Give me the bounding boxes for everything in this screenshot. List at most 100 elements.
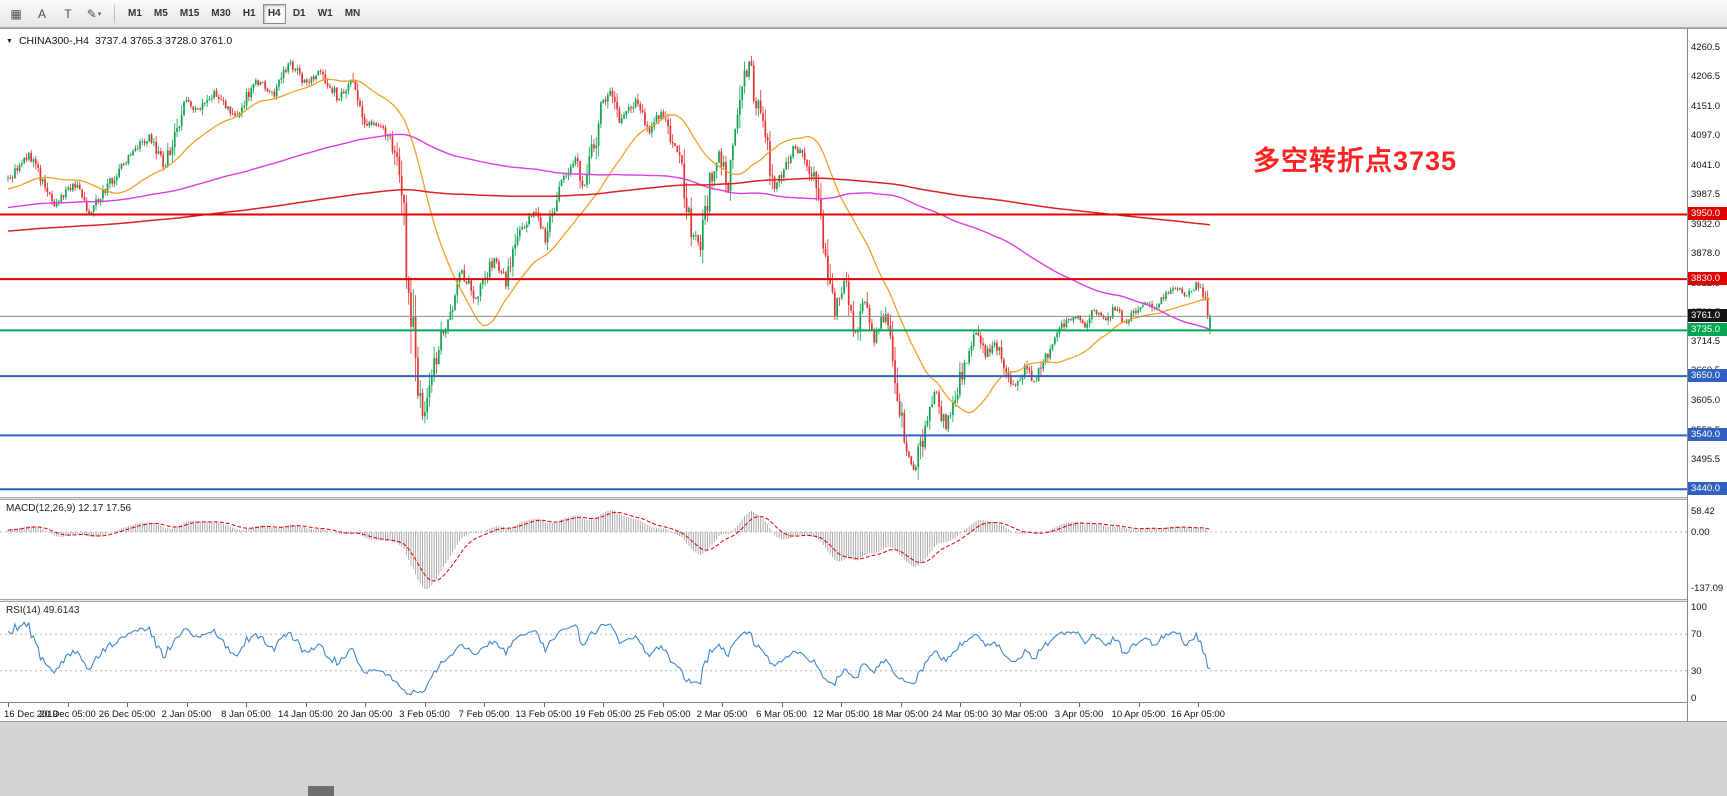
chart-annotation-text: 多空转折点3735 (1253, 146, 1458, 176)
time-tick (1138, 703, 1140, 707)
candle-bodies-down (9, 61, 1209, 470)
grid-tool-icon: ▦ (10, 6, 22, 21)
timeframe-button-mn[interactable]: MN (344, 8, 361, 19)
rsi-indicator-label: RSI(14) 49.6143 (6, 605, 80, 616)
price-tag-3735.0: 3735.0 (1688, 323, 1727, 337)
timeframe-button-d1[interactable]: D1 (292, 8, 306, 19)
time-tick (186, 703, 188, 707)
toolbar-grid-tool[interactable]: ▦ (4, 3, 28, 25)
time-tick (1019, 703, 1021, 707)
macd-panel-splitter[interactable] (0, 497, 1727, 500)
macd-axis-min: -137.09 (1691, 583, 1724, 594)
symbol-period-label: CHINA300-,H4 (18, 35, 89, 47)
time-axis-label: 2 Jan 05:00 (161, 709, 212, 720)
price-chart-canvas[interactable] (0, 29, 1687, 497)
time-axis-label: 6 Mar 05:00 (756, 709, 807, 720)
time-tick (1079, 703, 1080, 707)
price-axis-label: 3932.0 (1691, 219, 1721, 231)
price-axis-label: 3878.0 (1691, 248, 1721, 260)
toolbar-drawing-tools[interactable]: ✎ ▾ (82, 3, 106, 25)
time-tick (8, 703, 9, 707)
time-axis-label: 3 Apr 05:00 (1054, 709, 1104, 720)
ma-180-line (7, 133, 1211, 331)
rsi-axis-70: 70 (1691, 629, 1702, 641)
price-axis-label: 4151.0 (1691, 101, 1721, 113)
rsi-panel-splitter[interactable] (0, 599, 1727, 602)
time-tick (424, 703, 426, 707)
price-axis-label: 3495.5 (1691, 454, 1721, 466)
rsi-line (7, 621, 1211, 696)
macd-canvas[interactable] (0, 500, 1687, 599)
timeframe-button-m1[interactable]: M1 (128, 8, 142, 19)
time-tick (305, 703, 307, 707)
rsi-axis-100: 100 (1691, 602, 1707, 613)
price-axis-label: 4260.5 (1691, 42, 1721, 54)
price-axis[interactable]: 4260.5 4206.5 4151.0 4097.0 4041.0 3987.5 3932… (1687, 29, 1727, 721)
time-tick (603, 703, 604, 707)
symbol-dropdown-icon[interactable]: ▼ (6, 37, 13, 45)
candle-bodies-up (7, 61, 1211, 471)
time-axis-label: 18 Mar 05:00 (872, 709, 929, 720)
time-tick (365, 703, 366, 707)
toolbar-separator (114, 4, 115, 23)
desktop-background (0, 722, 1727, 796)
toolbar-text-label-tool[interactable]: A (30, 3, 54, 25)
time-tick (484, 703, 485, 707)
price-tag-3650.0: 3650.0 (1688, 369, 1727, 383)
timeframe-button-m30[interactable]: M30 (211, 8, 231, 19)
macd-indicator-label: MACD(12,26,9) 12.17 17.56 (6, 503, 132, 514)
chart-title: ▼ CHINA300-,H4 3737.4 3765.3 3728.0 3761… (6, 35, 232, 47)
price-axis-label: 4041.0 (1691, 160, 1721, 172)
timeframe-button-w1[interactable]: W1 (317, 8, 333, 19)
time-tick (781, 703, 783, 707)
time-axis-label: 24 Mar 05:00 (932, 709, 988, 720)
timeframe-button-h4[interactable]: H4 (262, 3, 286, 24)
time-tick (900, 703, 902, 707)
timeframe-button-h1[interactable]: H1 (242, 8, 256, 19)
ohlc-readout: 3737.4 3765.3 3728.0 3761.0 (94, 35, 233, 47)
time-axis-label: 30 Mar 05:00 (991, 709, 1048, 720)
text-box-tool-icon: T (64, 6, 72, 21)
top-toolbar: ▦ A T ✎ ▾ M1 M5 M15 M30 H1 H4 D1 W1 MN (0, 0, 1727, 28)
candle-wicks-up (7, 59, 1211, 480)
time-axis-label: 10 Apr 05:00 (1111, 709, 1166, 720)
time-tick (722, 703, 723, 707)
time-axis-label: 16 Dec 2019 (4, 709, 58, 720)
drawing-tools-icon: ✎ (86, 6, 97, 21)
time-axis-label: 3 Feb 05:00 (399, 709, 450, 720)
macd-signal-line (7, 511, 1211, 582)
time-tick (662, 703, 664, 707)
time-axis-label: 8 Jan 05:00 (221, 709, 271, 720)
price-axis-label: 3714.5 (1691, 336, 1721, 348)
time-tick (67, 703, 69, 707)
timeframe-button-m5[interactable]: M5 (153, 8, 168, 19)
time-axis-label: 20 Dec 05:00 (39, 709, 96, 720)
timeframe-button-m15[interactable]: M15 (179, 8, 200, 19)
time-axis-label: 19 Feb 05:00 (575, 709, 631, 720)
time-axis-label: 20 Jan 05:00 (337, 709, 393, 720)
macd-axis-zero: 0.00 (1691, 527, 1710, 539)
time-axis-label: 13 Feb 05:00 (515, 709, 572, 720)
rsi-canvas[interactable] (0, 602, 1687, 702)
time-tick (841, 703, 842, 707)
macd-axis-max: 58.42 (1691, 506, 1715, 517)
time-tick (127, 703, 128, 707)
price-tag-3440.0: 3440.0 (1688, 482, 1727, 496)
time-axis-label: 7 Feb 05:00 (458, 709, 510, 720)
price-axis-label: 4097.0 (1691, 130, 1721, 142)
time-tick (960, 703, 961, 707)
price-tag-3540.0: 3540.0 (1688, 428, 1727, 442)
current-price-tag: 3761.0 (1688, 309, 1727, 323)
price-tag-3830.0: 3830.0 (1688, 272, 1727, 286)
taskbar-fragment (308, 786, 334, 796)
time-axis-label: 26 Dec 05:00 (98, 709, 156, 720)
timeframe-group: M1 M5 M15 M30 H1 H4 D1 W1 MN (123, 3, 365, 24)
time-tick (1198, 703, 1199, 707)
ma-500-line (7, 177, 1211, 232)
time-axis[interactable]: 16 Dec 2019 20 Dec 05:00 26 Dec 05:00 2 Jan… (0, 702, 1687, 721)
price-axis-label: 3605.0 (1691, 395, 1721, 407)
text-label-tool-icon: A (37, 6, 46, 21)
macd-histogram (7, 510, 1211, 589)
toolbar-text-box-tool[interactable]: T (56, 3, 80, 25)
